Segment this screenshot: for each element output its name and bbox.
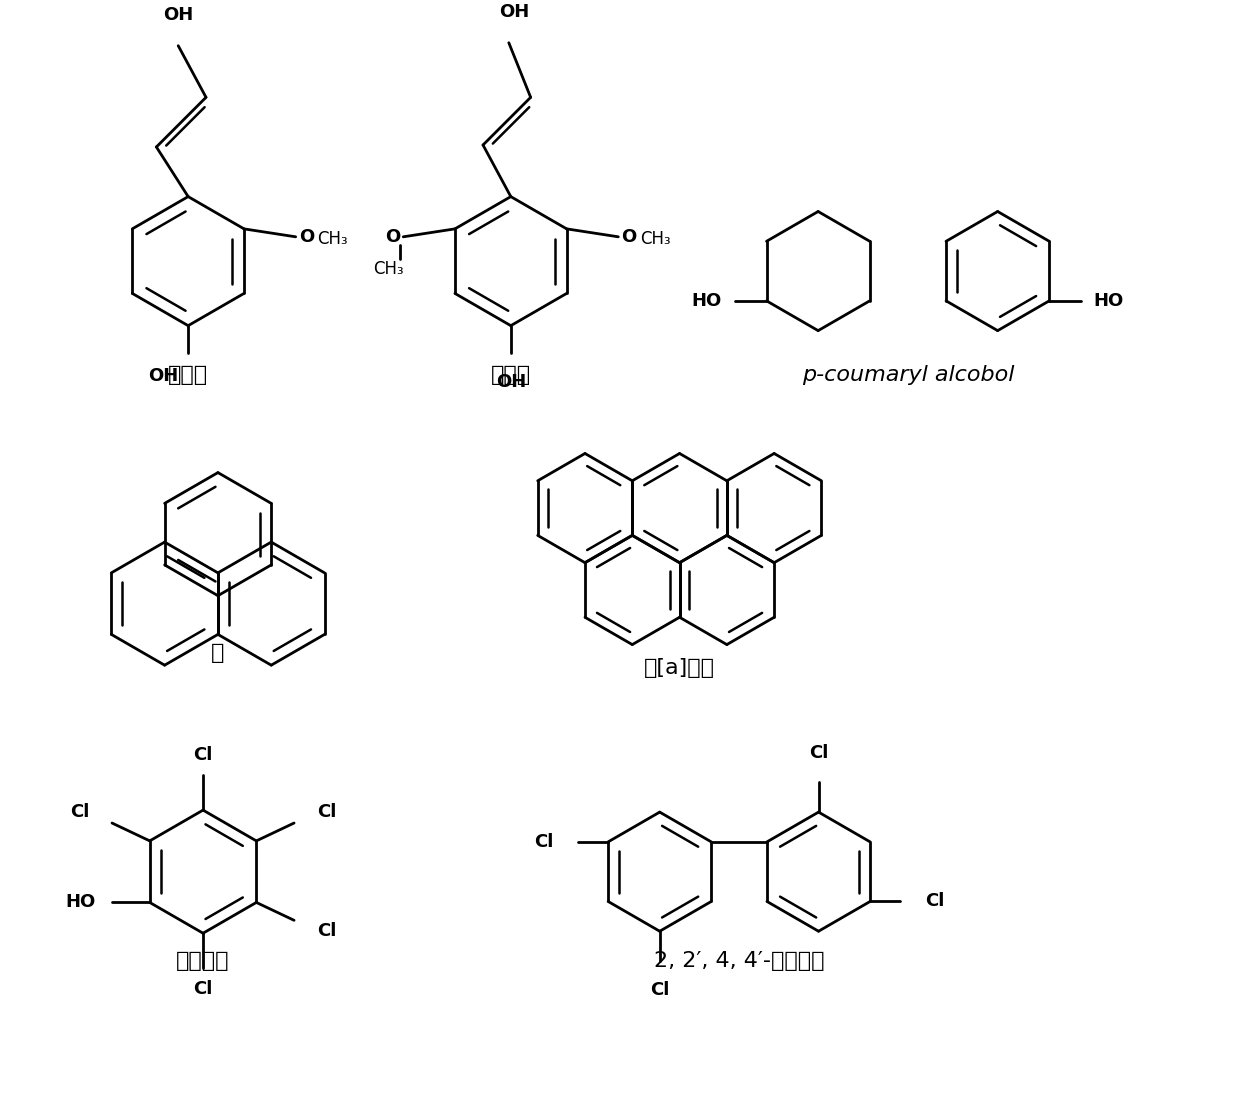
Text: Cl: Cl xyxy=(317,922,336,940)
Text: HO: HO xyxy=(691,292,722,310)
Text: 松柏醇: 松柏醇 xyxy=(169,365,208,385)
Text: Cl: Cl xyxy=(534,833,554,851)
Text: 苯[a]并芙: 苯[a]并芙 xyxy=(644,658,715,679)
Text: O: O xyxy=(621,228,637,245)
Text: HO: HO xyxy=(1094,292,1124,310)
Text: Cl: Cl xyxy=(193,980,213,998)
Text: OH: OH xyxy=(164,6,193,24)
Text: Cl: Cl xyxy=(650,981,669,999)
Text: CH₃: CH₃ xyxy=(373,260,404,277)
Text: 五氯苯酚: 五氯苯酚 xyxy=(176,952,229,971)
Text: Cl: Cl xyxy=(924,892,944,911)
Text: OH: OH xyxy=(498,3,529,21)
Text: O: O xyxy=(385,228,400,245)
Text: Cl: Cl xyxy=(317,803,336,822)
Text: 芚子醇: 芚子醇 xyxy=(491,365,530,385)
Text: 菲: 菲 xyxy=(212,644,224,663)
Text: p-coumaryl alcobol: p-coumaryl alcobol xyxy=(802,365,1014,385)
Text: Cl: Cl xyxy=(71,803,89,822)
Text: HO: HO xyxy=(66,893,95,912)
Text: Cl: Cl xyxy=(193,746,213,763)
Text: OH: OH xyxy=(496,373,525,392)
Text: CH₃: CH₃ xyxy=(641,230,670,248)
Text: OH: OH xyxy=(149,367,178,385)
Text: CH₃: CH₃ xyxy=(317,230,348,248)
Text: Cl: Cl xyxy=(809,745,828,762)
Text: 2, 2′, 4, 4′-四氯二苯: 2, 2′, 4, 4′-四氯二苯 xyxy=(654,952,824,971)
Text: O: O xyxy=(299,228,313,245)
